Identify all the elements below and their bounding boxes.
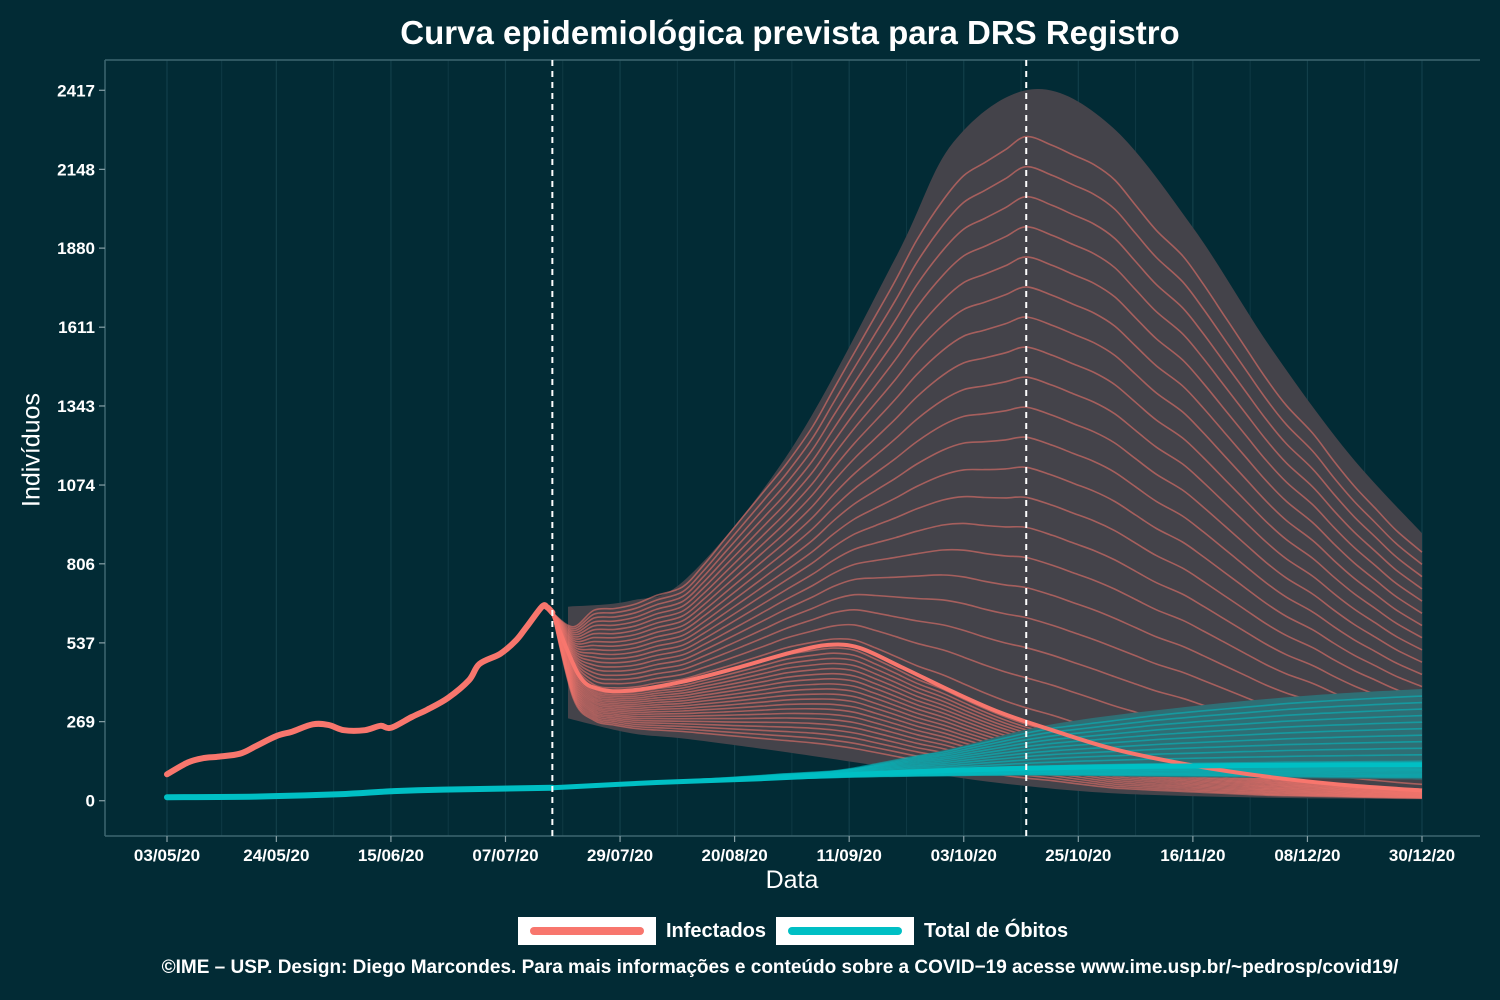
x-axis-title: Data (765, 866, 819, 894)
y-tick-label: 806 (67, 555, 95, 574)
deaths-observed-line (164, 784, 556, 801)
legend-label-infectados: Infectados (666, 919, 767, 942)
infected-ensemble-line (551, 286, 1423, 638)
infected-ensemble-line (551, 612, 1423, 794)
x-tick-label: 16/11/20 (1160, 846, 1225, 865)
y-tick-label: 2148 (57, 160, 95, 179)
infected-ensemble-line (551, 346, 1423, 643)
legend: Infectados Total de Óbitos (518, 916, 1078, 946)
deaths-projection-line (552, 762, 1423, 791)
infected-ensemble-line (551, 612, 1423, 794)
x-tick-label: 30/12/20 (1389, 846, 1455, 865)
legend-item-obitos: Total de Óbitos (776, 917, 1068, 945)
infected-prediction-band (568, 89, 1422, 800)
x-tick-label: 07/07/20 (472, 846, 538, 865)
legend-swatch-obitos (788, 927, 903, 935)
x-tick-label: 03/05/20 (134, 846, 200, 865)
x-tick-label: 03/10/20 (931, 846, 997, 865)
y-tick-label: 269 (67, 713, 95, 732)
y-axis-title: Indivíduos (17, 393, 46, 507)
chart-title: Curva epidemiológica prevista para DRS R… (400, 14, 1180, 51)
y-tick-label: 1611 (58, 318, 95, 337)
y-tick-label: 537 (67, 634, 95, 653)
legend-key-infectados (518, 917, 656, 945)
x-tick-label: 25/10/20 (1045, 846, 1111, 865)
infected-ensemble-line (551, 522, 1423, 712)
infected-ensemble-line (551, 225, 1423, 634)
y-tick-label: 1880 (57, 239, 95, 258)
infected-ensemble-line (551, 135, 1423, 628)
x-tick-label: 11/09/20 (817, 846, 882, 865)
infected-ensemble-line (551, 612, 1423, 793)
infected-ensemble-line (551, 612, 1423, 795)
infected-ensemble-line (551, 436, 1423, 676)
x-tick-label: 15/06/20 (358, 846, 424, 865)
legend-item-infectados: Infectados (518, 917, 766, 945)
infected-ensemble-line (551, 548, 1423, 724)
y-tick-label: 0 (86, 792, 95, 811)
infected-ensemble-line (551, 612, 1423, 795)
infected-ensemble-line (551, 612, 1423, 793)
caption: ©IME – USP. Design: Diego Marcondes. Par… (161, 957, 1399, 978)
legend-label-obitos: Total de Óbitos (924, 919, 1069, 942)
infected-observed-line (164, 602, 556, 778)
y-tick-label: 1343 (57, 397, 95, 416)
x-tick-label: 20/08/20 (702, 846, 768, 865)
infected-projection-line (550, 611, 1423, 793)
legend-key-obitos (776, 917, 915, 945)
infected-ensemble-line (551, 195, 1423, 632)
infected-ensemble-line (551, 406, 1423, 663)
y-tick-label: 1074 (57, 476, 95, 495)
infected-ensemble-line (551, 612, 1423, 793)
x-tick-label: 08/12/20 (1274, 846, 1340, 865)
infected-ensemble-line (551, 256, 1423, 636)
infected-ensemble-line (551, 165, 1423, 630)
y-tick-label: 2417 (57, 81, 95, 100)
infected-ensemble-line (551, 376, 1423, 651)
infected-ensemble-line (551, 574, 1423, 737)
x-tick-label: 24/05/20 (243, 846, 309, 865)
infected-ensemble-line (551, 466, 1423, 688)
infected-ensemble-line (551, 495, 1423, 700)
infected-ensemble-line (551, 316, 1423, 640)
legend-swatch-infectados (530, 927, 644, 935)
infected-ensemble-line (551, 612, 1423, 795)
x-tick-label: 29/07/20 (587, 846, 653, 865)
